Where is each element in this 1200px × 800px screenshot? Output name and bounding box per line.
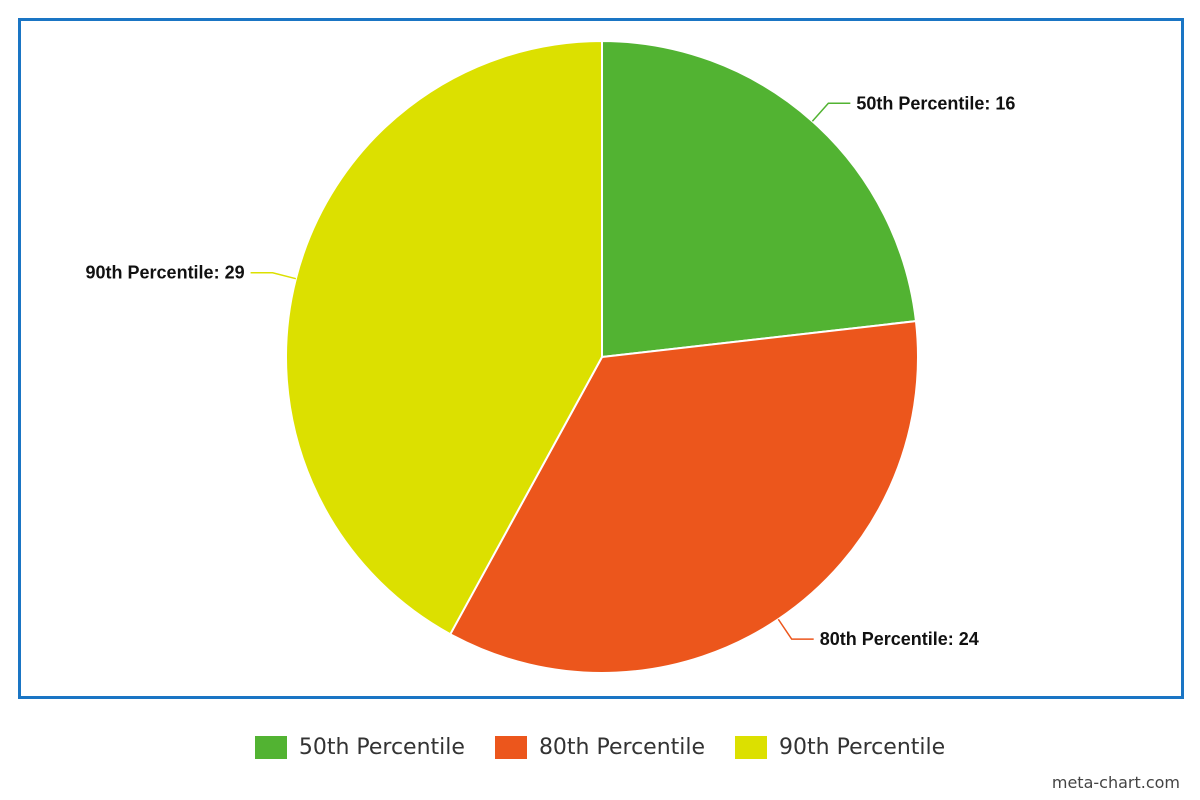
legend: 50th Percentile 80th Percentile 90th Per…: [0, 729, 1200, 765]
legend-swatch-50th: [254, 735, 287, 759]
leader-line-90th: [250, 271, 297, 280]
data-label-50th: 50th Percentile: 16: [856, 93, 1015, 113]
legend-label-90th: 90th Percentile: [779, 734, 946, 760]
legend-swatch-80th: [494, 735, 527, 759]
legend-label-50th: 50th Percentile: [298, 734, 465, 760]
leader-line-80th: [777, 618, 814, 640]
leader-line-50th: [811, 102, 851, 122]
pie-chart: 50th Percentile: 16 80th Percentile: 24 90…: [86, 39, 1015, 674]
data-label-90th: 90th Percentile: 29: [86, 263, 245, 283]
watermark[interactable]: meta-chart.com: [1051, 773, 1180, 792]
legend-item-90th[interactable]: 90th Percentile: [735, 735, 945, 760]
pie-slice-90th[interactable]: [285, 39, 603, 636]
pie-slice-50th[interactable]: [601, 39, 918, 359]
legend-swatch-90th: [735, 735, 768, 759]
chart-frame: 50th Percentile: 16 80th Percentile: 24 90…: [18, 18, 1184, 699]
legend-label-80th: 80th Percentile: [538, 734, 706, 760]
legend-item-50th[interactable]: 50th Percentile: [254, 734, 465, 760]
data-label-80th: 80th Percentile: 24: [820, 629, 979, 649]
pie-slice-80th[interactable]: [448, 320, 919, 674]
legend-item-80th[interactable]: 80th Percentile: [494, 734, 706, 760]
